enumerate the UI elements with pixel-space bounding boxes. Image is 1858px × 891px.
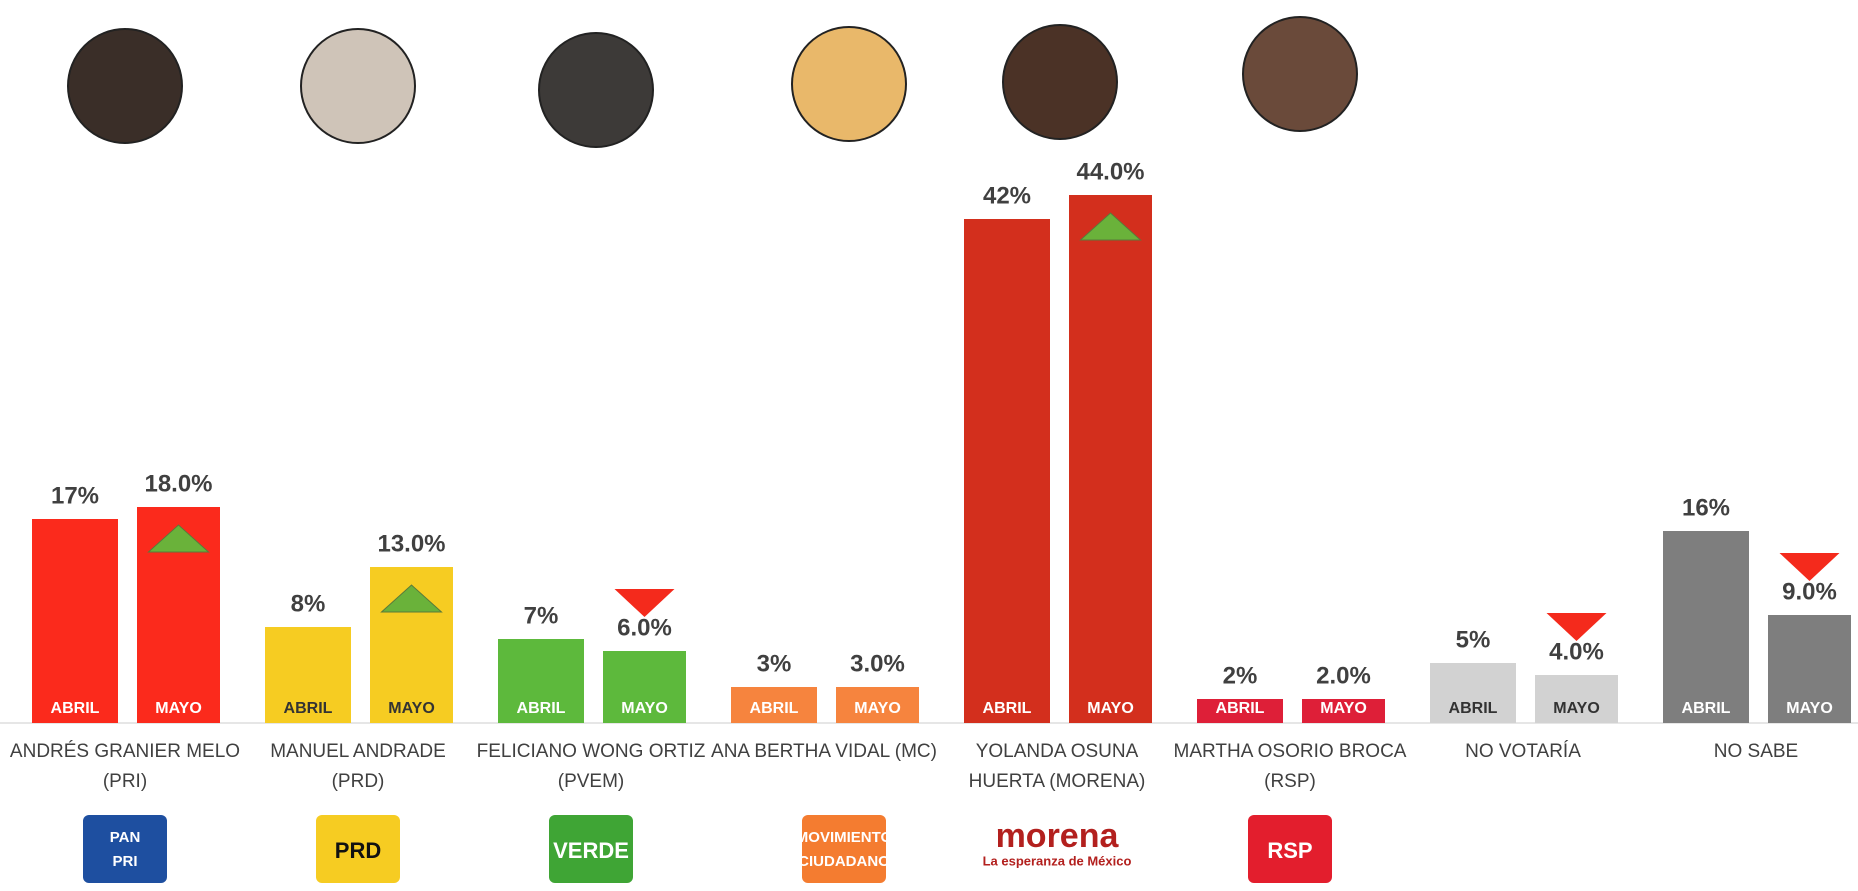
candidate-photo (792, 27, 906, 141)
party-logo-text: RSP (1267, 838, 1312, 863)
bar-series-label: MAYO (1320, 700, 1367, 717)
value-label: 6.0% (617, 614, 672, 641)
bar (1069, 195, 1152, 723)
category-label: FELICIANO WONG ORTIZ (477, 741, 706, 762)
bar-series-label: MAYO (854, 700, 901, 717)
value-label: 18.0% (144, 470, 212, 497)
trend-down (1547, 613, 1607, 641)
value-label: 3.0% (850, 650, 905, 677)
bar-series-label: ABRIL (750, 700, 799, 717)
value-label: 16% (1682, 494, 1730, 521)
bar-series-label: MAYO (1087, 700, 1134, 717)
bar-series-label: ABRIL (1216, 700, 1265, 717)
value-label: 17% (51, 482, 99, 509)
bar-series-label: ABRIL (983, 700, 1032, 717)
bar-series-label: MAYO (1786, 700, 1833, 717)
value-label: 2.0% (1316, 662, 1371, 689)
value-label: 8% (291, 590, 326, 617)
bar-series-label: ABRIL (284, 700, 333, 717)
value-label: 2% (1223, 662, 1258, 689)
value-label: 5% (1456, 626, 1491, 653)
category-label: ANA BERTHA VIDAL (MC) (711, 741, 937, 762)
value-label: 4.0% (1549, 638, 1604, 665)
category-label: ANDRÉS GRANIER MELO (10, 741, 240, 762)
bar-series-label: ABRIL (1682, 700, 1731, 717)
category-label: NO SABE (1714, 741, 1798, 762)
candidate-photo (539, 33, 653, 147)
party-logo-text: morena (996, 817, 1120, 855)
category-label: MANUEL ANDRADE (270, 741, 446, 762)
candidate-photo (1243, 17, 1357, 131)
category-label: YOLANDA OSUNA (976, 741, 1139, 762)
bar-series-label: ABRIL (51, 700, 100, 717)
bar (1663, 531, 1749, 723)
bar-series-label: ABRIL (1449, 700, 1498, 717)
category-label: MARTHA OSORIO BROCA (1174, 741, 1407, 762)
bar-series-label: MAYO (1553, 700, 1600, 717)
party-logo (83, 815, 167, 883)
bar-series-label: MAYO (621, 700, 668, 717)
value-label: 7% (524, 602, 559, 629)
value-label: 44.0% (1076, 158, 1144, 185)
category-label: (PRI) (103, 771, 147, 792)
value-label: 42% (983, 182, 1031, 209)
trend-down (615, 589, 675, 617)
bar-series-label: ABRIL (517, 700, 566, 717)
chart: ABRIL 17% MAYO 18.0% ANDRÉS GRANIER MELO (PRI… (0, 0, 1858, 891)
party-logo-text: La esperanza de México (983, 853, 1132, 868)
party-logo-text: PRI (112, 853, 137, 870)
party-logo-text: PAN (110, 829, 141, 846)
party-logo-text: MOVIMIENTO (796, 829, 893, 846)
value-label: 9.0% (1782, 578, 1837, 605)
category-label: HUERTA (MORENA) (969, 771, 1146, 792)
bar-series-label: MAYO (388, 700, 435, 717)
category-label: (PVEM) (558, 771, 625, 792)
bar (964, 219, 1050, 723)
candidate-photo (1003, 25, 1117, 139)
value-label: 13.0% (377, 530, 445, 557)
candidate-photo (68, 29, 182, 143)
party-logo-text: CIUDADANO (798, 853, 890, 870)
value-label: 3% (757, 650, 792, 677)
party-logo (802, 815, 886, 883)
party-logo-text: PRD (335, 838, 381, 863)
trend-down (1780, 553, 1840, 581)
bar-series-label: MAYO (155, 700, 202, 717)
candidate-photo (301, 29, 415, 143)
category-label: NO VOTARÍA (1465, 741, 1581, 762)
bar (32, 519, 118, 723)
category-label: (PRD) (332, 771, 385, 792)
party-logo-text: VERDE (553, 838, 629, 863)
category-label: (RSP) (1264, 771, 1316, 792)
